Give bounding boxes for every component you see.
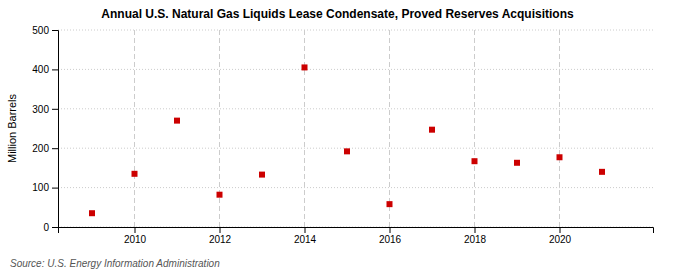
tick: 2016 <box>379 227 402 245</box>
point <box>514 160 520 166</box>
point <box>174 118 180 124</box>
point <box>599 169 605 175</box>
tick-mark <box>52 148 58 149</box>
tick: 100 <box>32 182 58 193</box>
tick-mark <box>52 188 58 189</box>
axis-line <box>52 31 59 228</box>
grid-line-x <box>559 30 560 227</box>
grid-line-x <box>389 30 390 227</box>
point <box>387 201 393 207</box>
tick-label: 2020 <box>549 234 572 245</box>
grid-line-y <box>58 30 653 31</box>
tick-mark <box>475 227 476 233</box>
tick-label: 0 <box>43 222 49 233</box>
tick-mark <box>305 227 306 233</box>
tick-mark <box>390 227 391 233</box>
tick-mark <box>560 227 561 233</box>
point <box>344 148 350 154</box>
tick-label: 2010 <box>124 234 147 245</box>
grid-line-x <box>304 30 305 227</box>
grid-line-y <box>58 69 653 70</box>
tick-label: 100 <box>32 182 49 193</box>
y-axis: 0 100 200 300 400 500 <box>32 25 58 233</box>
point <box>429 127 435 133</box>
tick-mark <box>135 227 136 233</box>
tick-label: 300 <box>32 104 49 115</box>
tick: 2014 <box>294 227 317 245</box>
tick: 0 <box>43 222 58 233</box>
grid-line-y <box>58 187 653 188</box>
tick: 2018 <box>464 227 487 245</box>
tick: 200 <box>32 143 58 154</box>
tick: 2012 <box>209 227 232 245</box>
tick-label: 2014 <box>294 234 317 245</box>
points <box>89 64 605 216</box>
tick-label: 2016 <box>379 234 402 245</box>
point <box>89 210 95 216</box>
tick: 2010 <box>124 227 147 245</box>
tick: 300 <box>32 104 58 115</box>
title: Annual U.S. Natural Gas Liquids Lease Co… <box>101 7 574 21</box>
grid-line-x <box>474 30 475 227</box>
grid <box>58 30 653 227</box>
point <box>557 154 563 160</box>
tick-mark <box>220 227 221 233</box>
plot-area: 2010 2012 2014 2016 2018 2020 0 100 200 300 400 500 <box>32 25 653 245</box>
point <box>217 192 223 198</box>
tick-mark <box>52 227 58 228</box>
tick: 400 <box>32 64 58 75</box>
tick-label: 2018 <box>464 234 487 245</box>
tick-label: 500 <box>32 25 49 36</box>
source: Source: U.S. Energy Information Administ… <box>10 258 220 269</box>
tick-mark <box>52 30 58 31</box>
grid-line-y <box>58 148 653 149</box>
tick: 500 <box>32 25 58 36</box>
point <box>302 64 308 70</box>
tick-mark <box>52 69 58 70</box>
tick: 2020 <box>549 227 572 245</box>
point <box>472 158 478 164</box>
y-axis-label: Million Barrels <box>6 93 18 163</box>
tick-mark <box>52 109 58 110</box>
tick-label: 200 <box>32 143 49 154</box>
x-axis: 2010 2012 2014 2016 2018 2020 <box>59 227 654 245</box>
point <box>259 172 265 178</box>
point <box>132 171 138 177</box>
grid-line-y <box>58 108 653 109</box>
chart: 2010 2012 2014 2016 2018 2020 0 100 200 300 400 500… <box>0 0 675 275</box>
tick-label: 2012 <box>209 234 232 245</box>
axis-line <box>59 228 654 234</box>
tick-label: 400 <box>32 64 49 75</box>
grid-line-x <box>134 30 135 227</box>
